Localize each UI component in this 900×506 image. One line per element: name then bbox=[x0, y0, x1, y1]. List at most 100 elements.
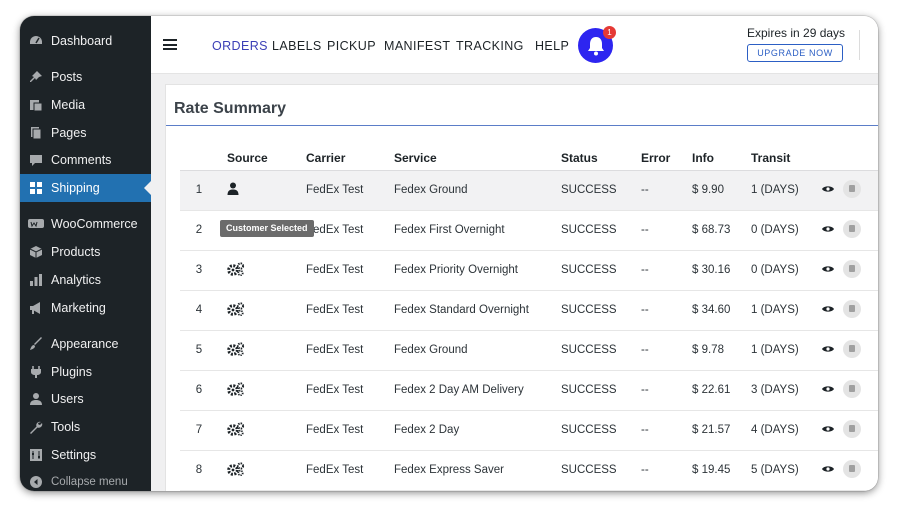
error-cell: -- bbox=[638, 290, 689, 331]
carrier-cell: FedEx Test bbox=[303, 290, 391, 331]
carrier-cell: FedEx Test bbox=[303, 250, 391, 291]
view-cell bbox=[813, 170, 843, 211]
service-cell: Fedex 2 Day AM Delivery bbox=[391, 370, 558, 411]
rate-info-cell: $ 9.90 bbox=[689, 170, 748, 211]
box-icon bbox=[28, 244, 44, 260]
table-row: 2 FedEx Test Fedex First Overnight SUCCESS -… bbox=[180, 210, 878, 251]
save-label-icon[interactable] bbox=[843, 219, 861, 238]
wrench-icon bbox=[28, 419, 44, 435]
sidebar-item-posts[interactable]: Posts bbox=[20, 63, 151, 91]
carrier-cell: FedEx Test bbox=[303, 410, 391, 451]
sidebar-item-label: Dashboard bbox=[51, 34, 113, 48]
action-cell bbox=[843, 450, 878, 491]
nav-manifest[interactable]: MANIFEST bbox=[384, 39, 451, 53]
eye-icon[interactable] bbox=[822, 464, 834, 476]
row-number-cell: 5 bbox=[180, 330, 218, 371]
bell-icon bbox=[587, 36, 604, 55]
sidebar-item-marketing[interactable]: Marketing bbox=[20, 294, 151, 322]
service-cell: Fedex Standard Overnight bbox=[391, 290, 558, 331]
admin-sidebar: Dashboard Posts Media Pages Comments Shi… bbox=[20, 16, 151, 491]
sidebar-item-appearance[interactable]: Appearance bbox=[20, 330, 151, 358]
service-cell: Fedex Express Saver bbox=[391, 450, 558, 491]
gears-icon bbox=[227, 301, 245, 319]
status-cell: SUCCESS bbox=[558, 370, 638, 411]
save-label-icon[interactable] bbox=[843, 339, 861, 358]
sidebar-item-shipping[interactable]: Shipping bbox=[20, 174, 151, 202]
service-cell: Fedex 2 Day bbox=[391, 410, 558, 451]
save-label-icon[interactable] bbox=[843, 259, 861, 278]
sidebar-item-tools[interactable]: Tools bbox=[20, 413, 151, 441]
save-label-icon[interactable] bbox=[843, 379, 861, 398]
row-number-cell: 8 bbox=[180, 450, 218, 491]
sidebar-item-label: Comments bbox=[51, 153, 112, 167]
eye-icon[interactable] bbox=[822, 304, 834, 316]
dashboard-icon bbox=[28, 33, 44, 49]
error-cell: -- bbox=[638, 410, 689, 451]
rate-summary-panel: Rate Summary Source Carrier Service Stat… bbox=[165, 84, 878, 491]
sidebar-item-products[interactable]: Products bbox=[20, 238, 151, 266]
eye-icon[interactable] bbox=[822, 184, 834, 196]
col-header-error: Error bbox=[638, 146, 689, 171]
action-cell bbox=[843, 210, 878, 251]
carrier-cell: FedEx Test bbox=[303, 450, 391, 491]
sidebar-item-comments[interactable]: Comments bbox=[20, 146, 151, 174]
upgrade-now-button[interactable]: UPGRADE NOW bbox=[747, 44, 843, 62]
row-number-cell: 6 bbox=[180, 370, 218, 411]
col-header-status: Status bbox=[558, 146, 638, 171]
transit-cell: 0 (DAYS) bbox=[748, 250, 813, 291]
nav-pickup[interactable]: PICKUP bbox=[327, 39, 376, 53]
customer-selected-tooltip: Customer Selected bbox=[220, 220, 314, 237]
sidebar-item-dashboard[interactable]: Dashboard bbox=[20, 27, 151, 55]
sidebar-item-plugins[interactable]: Plugins bbox=[20, 358, 151, 386]
trial-expiry-text: Expires in 29 days bbox=[747, 26, 846, 40]
sidebar-collapse-menu[interactable]: Collapse menu bbox=[20, 468, 151, 491]
sidebar-item-woocommerce[interactable]: WooCommerce bbox=[20, 210, 151, 238]
woo-icon bbox=[28, 216, 44, 232]
user-icon bbox=[28, 391, 44, 407]
sidebar-item-media[interactable]: Media bbox=[20, 91, 151, 119]
plugin-top-nav: ORDERS LABELS PICKUP MANIFEST TRACKING H… bbox=[151, 16, 878, 74]
nav-help[interactable]: HELP bbox=[535, 39, 570, 53]
transit-cell: 3 (DAYS) bbox=[748, 370, 813, 411]
table-row: 1 FedEx Test Fedex Ground SUCCESS -- $ 9.90 1 … bbox=[180, 170, 878, 211]
comment-icon bbox=[28, 152, 44, 168]
rate-info-cell: $ 34.60 bbox=[689, 290, 748, 331]
save-label-icon[interactable] bbox=[843, 459, 861, 478]
col-header-source: Source bbox=[218, 146, 303, 171]
rate-table: Source Carrier Service Status Error Info… bbox=[180, 146, 878, 491]
page-title: Rate Summary bbox=[174, 100, 287, 117]
table-row: 7 FedEx Test Fedex 2 Day SUCCESS -- $ 21.57 4 … bbox=[180, 410, 878, 451]
media-icon bbox=[28, 97, 44, 113]
sidebar-item-users[interactable]: Users bbox=[20, 385, 151, 413]
transit-cell: 1 (DAYS) bbox=[748, 170, 813, 211]
eye-icon[interactable] bbox=[822, 224, 834, 236]
notification-badge: 1 bbox=[603, 26, 616, 39]
bar-chart-icon bbox=[28, 272, 44, 288]
sidebar-item-pages[interactable]: Pages bbox=[20, 119, 151, 147]
nav-orders[interactable]: ORDERS bbox=[212, 39, 268, 53]
eye-icon[interactable] bbox=[822, 344, 834, 356]
nav-labels[interactable]: LABELS bbox=[272, 39, 322, 53]
save-label-icon[interactable] bbox=[843, 179, 861, 198]
nav-tracking[interactable]: TRACKING bbox=[456, 39, 524, 53]
table-row: 5 FedEx Test Fedex Ground SUCCESS -- $ 9.78 1 … bbox=[180, 330, 878, 371]
save-label-icon[interactable] bbox=[843, 299, 861, 318]
divider bbox=[859, 30, 860, 60]
view-cell bbox=[813, 450, 843, 491]
megaphone-icon bbox=[28, 300, 44, 316]
status-cell: SUCCESS bbox=[558, 410, 638, 451]
eye-icon[interactable] bbox=[822, 384, 834, 396]
row-number-cell: 3 bbox=[180, 250, 218, 291]
table-row: 8 FedEx Test Fedex Express Saver SUCCESS -- $… bbox=[180, 450, 878, 491]
save-label-icon[interactable] bbox=[843, 419, 861, 438]
eye-icon[interactable] bbox=[822, 264, 834, 276]
sidebar-item-settings[interactable]: Settings bbox=[20, 441, 151, 469]
sidebar-item-analytics[interactable]: Analytics bbox=[20, 266, 151, 294]
hamburger-menu-icon[interactable] bbox=[163, 39, 177, 50]
view-cell bbox=[813, 330, 843, 371]
rate-info-cell: $ 21.57 bbox=[689, 410, 748, 451]
eye-icon[interactable] bbox=[822, 424, 834, 436]
view-cell bbox=[813, 370, 843, 411]
source-cell bbox=[218, 250, 303, 291]
sidebar-item-label: Marketing bbox=[51, 301, 106, 315]
